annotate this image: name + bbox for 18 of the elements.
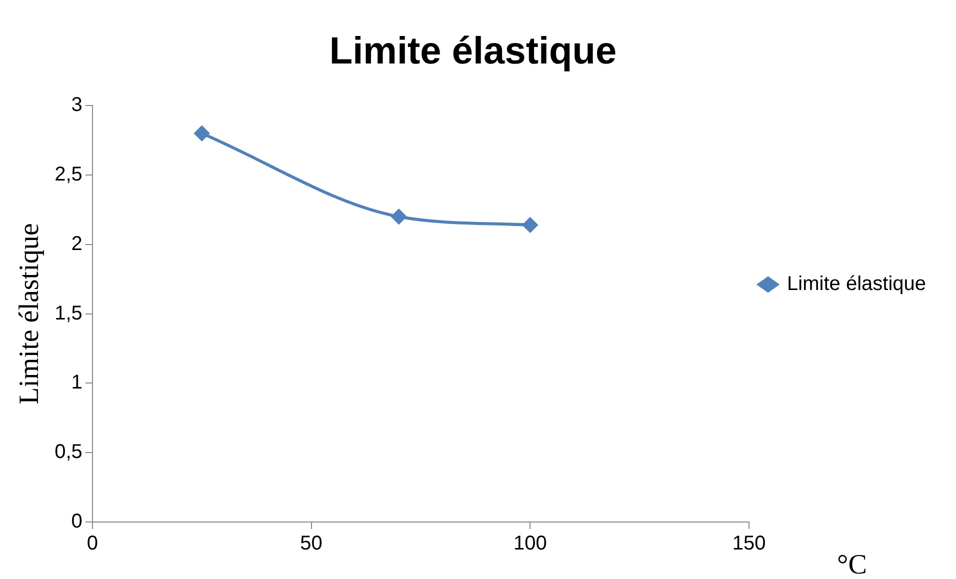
x-axis-title: °C bbox=[837, 549, 867, 579]
chart-title: Limite élastique bbox=[329, 30, 617, 72]
x-tick-label: 100 bbox=[513, 532, 547, 555]
y-axis-title: Limite élastique bbox=[14, 223, 46, 404]
point bbox=[522, 217, 538, 232]
y-tick-label: 0 bbox=[71, 510, 82, 533]
y-tick-label: 2 bbox=[71, 232, 82, 255]
point bbox=[194, 126, 210, 141]
y-tick-label: 1,5 bbox=[54, 302, 82, 324]
y-tick-label: 1 bbox=[71, 372, 82, 394]
legend-label: Limite élastique bbox=[787, 273, 926, 296]
y-tick-label: 2,5 bbox=[54, 164, 82, 186]
x-tick-label: 0 bbox=[86, 532, 98, 555]
point bbox=[391, 209, 406, 224]
y-tick-label: 3 bbox=[71, 94, 82, 116]
x-tick-label: 50 bbox=[300, 532, 322, 555]
x-tick-label: 150 bbox=[732, 532, 766, 555]
y-tick-label: 0,5 bbox=[54, 441, 82, 464]
